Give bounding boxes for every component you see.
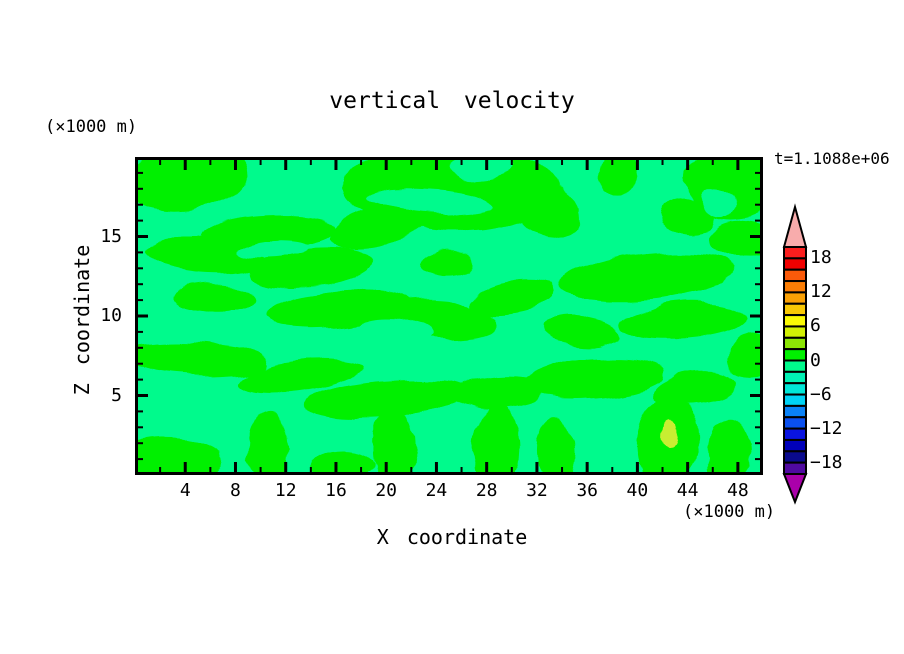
colorbar-segment bbox=[783, 336, 807, 351]
updraft-patch bbox=[562, 253, 738, 302]
x-tick-label: 40 bbox=[626, 480, 649, 501]
updraft-patch bbox=[135, 438, 225, 475]
updraft-patch bbox=[248, 411, 289, 475]
y-axis-unit-label: (×1000 m) bbox=[45, 117, 138, 137]
downdraft-channel bbox=[235, 237, 311, 258]
colorbar-segment bbox=[783, 404, 807, 419]
x-tick-label: 16 bbox=[325, 480, 347, 501]
updraft-patch bbox=[618, 302, 745, 339]
downdraft-channel bbox=[702, 184, 736, 216]
colorbar-segment bbox=[783, 393, 807, 407]
colorbar-segment bbox=[783, 280, 807, 294]
updraft-patch bbox=[423, 249, 475, 275]
x-tick-label: 48 bbox=[727, 480, 749, 501]
updraft-patch bbox=[146, 237, 262, 274]
y-tick-label: 5 bbox=[111, 384, 122, 406]
updraft-patch bbox=[650, 370, 738, 405]
x-tick-label: 20 bbox=[375, 480, 398, 501]
colorbar-segment bbox=[783, 382, 807, 396]
y-tick-label: 10 bbox=[100, 305, 122, 326]
colorbar-segment bbox=[783, 416, 807, 430]
updraft-patch bbox=[519, 187, 579, 235]
updraft-patch bbox=[474, 403, 520, 475]
updraft-patch bbox=[449, 376, 550, 409]
colorbar-segment bbox=[783, 291, 807, 305]
y-tick-label: 15 bbox=[100, 225, 122, 247]
updraft-patch bbox=[135, 341, 267, 377]
colorbar-segment bbox=[783, 450, 807, 464]
colorbar-label: 0 bbox=[810, 349, 821, 371]
updraft-patch bbox=[248, 246, 374, 287]
x-tick-label: 24 bbox=[425, 480, 448, 501]
updraft-patch bbox=[659, 197, 717, 231]
updraft-patch bbox=[467, 279, 557, 315]
colorbar-label: −12 bbox=[810, 417, 843, 439]
updraft-patch bbox=[235, 358, 361, 394]
colorbar-segment bbox=[783, 302, 807, 317]
updraft-patch bbox=[727, 333, 763, 379]
updraft-patch bbox=[524, 358, 663, 398]
downdraft-channel bbox=[367, 188, 493, 215]
colorbar-segment bbox=[783, 268, 807, 283]
hotspot-patch bbox=[663, 416, 677, 451]
x-tick-label: 44 bbox=[676, 480, 699, 501]
colorbar-segment bbox=[783, 359, 807, 373]
x-tick-label: 12 bbox=[274, 480, 297, 501]
colorbar-segment bbox=[783, 246, 807, 260]
colorbar-label: 6 bbox=[810, 315, 821, 337]
colorbar-segment bbox=[783, 461, 807, 475]
colorbar bbox=[782, 203, 808, 505]
colorbar-under-arrow bbox=[782, 473, 808, 505]
updraft-patch bbox=[304, 379, 468, 418]
x-tick-label: 32 bbox=[526, 480, 548, 501]
updraft-patch bbox=[598, 157, 639, 196]
timestamp-label: t=1.1088e+06 bbox=[774, 149, 890, 168]
colorbar-segment bbox=[783, 427, 807, 441]
colorbar-segment bbox=[783, 348, 807, 362]
updraft-patch bbox=[135, 157, 248, 210]
colorbar-segment bbox=[783, 257, 807, 271]
colorbar-label: 12 bbox=[810, 281, 832, 303]
updraft-patch bbox=[310, 447, 374, 475]
updraft-patch bbox=[543, 316, 619, 347]
x-tick-label: 8 bbox=[230, 480, 241, 501]
colorbar-segment bbox=[783, 325, 807, 339]
x-tick-label: 28 bbox=[475, 480, 498, 501]
colorbar-label: −18 bbox=[810, 451, 843, 473]
x-tick-label: 36 bbox=[576, 480, 598, 501]
plot-area bbox=[135, 157, 763, 475]
downdraft-channel bbox=[447, 157, 513, 179]
updraft-patch bbox=[330, 204, 429, 250]
downdraft-channel bbox=[361, 316, 437, 341]
contour-field bbox=[135, 157, 763, 475]
colorbar-segment bbox=[783, 370, 807, 385]
updraft-patch bbox=[372, 405, 416, 475]
x-tick-label: 4 bbox=[179, 480, 191, 501]
colorbar-segment bbox=[783, 438, 807, 453]
colorbar-over-arrow bbox=[782, 203, 808, 248]
colorbar-label: −6 bbox=[810, 383, 832, 405]
updraft-patch bbox=[707, 417, 751, 475]
colorbar-segment bbox=[783, 314, 807, 328]
x-axis-unit-label: (×1000 m) bbox=[683, 502, 776, 522]
colorbar-label: 18 bbox=[810, 247, 832, 269]
x-axis-title: X coordinate bbox=[376, 525, 528, 549]
chart-title: vertical velocity bbox=[329, 88, 575, 114]
updraft-patch bbox=[536, 416, 575, 475]
updraft-patch bbox=[176, 282, 257, 312]
